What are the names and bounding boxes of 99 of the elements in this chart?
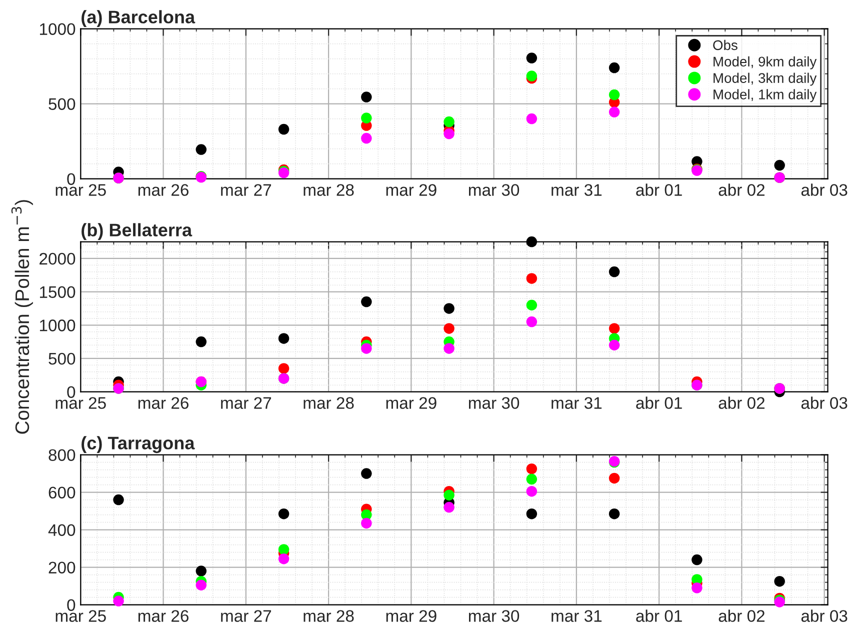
x-tick-label: mar 25 xyxy=(56,397,106,409)
point xyxy=(774,160,785,171)
x-tick-label: abr 03 xyxy=(801,396,848,409)
point xyxy=(278,508,290,520)
x-tick-label: abr 02 xyxy=(718,184,764,196)
x-tick-label: abr 03 xyxy=(801,184,848,196)
point xyxy=(113,494,124,506)
x-tick-label: abr 02 xyxy=(718,610,764,622)
point xyxy=(608,323,620,334)
point xyxy=(196,144,207,155)
point xyxy=(278,553,290,564)
y-tick-label: 0 xyxy=(67,173,76,186)
point xyxy=(608,89,620,100)
point xyxy=(774,576,785,587)
x-tick-label: abr 01 xyxy=(636,396,682,409)
point xyxy=(361,343,372,354)
point xyxy=(278,544,290,555)
point xyxy=(692,554,702,566)
x-tick-label: mar 31 xyxy=(552,184,602,196)
x-tick-label: mar 29 xyxy=(386,610,436,622)
x-tick-label: mar 30 xyxy=(468,610,520,622)
point xyxy=(526,474,538,485)
x-tick-label: mar 29 xyxy=(386,184,436,196)
x-tick-label: mar 27 xyxy=(221,610,272,622)
point xyxy=(444,343,454,354)
legend-label: Model, 3km daily xyxy=(714,72,817,86)
x-tick-label: mar 28 xyxy=(304,184,354,196)
legend-label: Model, 9km daily xyxy=(714,56,817,70)
point xyxy=(526,113,538,124)
x-tick-label: mar 26 xyxy=(138,184,188,196)
point xyxy=(526,273,538,284)
y-tick-label: 200 xyxy=(48,562,76,574)
point xyxy=(526,486,538,497)
x-tick-label: mar 25 xyxy=(56,184,106,196)
point xyxy=(196,566,207,576)
point xyxy=(526,316,538,328)
chart-title: (c) Tarragona xyxy=(82,436,195,454)
point xyxy=(526,70,538,82)
y-tick-label: 0 xyxy=(67,599,76,612)
point xyxy=(526,463,538,474)
x-tick-label: mar 30 xyxy=(468,184,520,196)
y-tick-label: 1000 xyxy=(40,320,76,332)
point xyxy=(361,468,372,479)
point xyxy=(278,363,290,374)
point xyxy=(278,333,290,344)
y-tick-label: 1000 xyxy=(40,23,76,36)
point xyxy=(444,116,454,128)
x-tick-label: mar 25 xyxy=(56,610,106,622)
point xyxy=(361,518,372,529)
point xyxy=(608,508,620,520)
point xyxy=(526,236,538,248)
point xyxy=(278,124,290,135)
y-tick-label: 0 xyxy=(67,386,76,398)
x-tick-label: mar 29 xyxy=(386,397,436,409)
point xyxy=(608,472,620,484)
point xyxy=(444,323,454,334)
point xyxy=(608,266,620,278)
x-tick-label: mar 26 xyxy=(138,397,188,409)
x-tick-label: mar 28 xyxy=(304,397,354,409)
point xyxy=(361,296,372,308)
point xyxy=(444,502,454,513)
x-tick-label: mar 27 xyxy=(221,184,272,196)
y-tick-label: 500 xyxy=(48,352,76,365)
y-tick-label: 600 xyxy=(48,486,76,499)
x-tick-label: abr 03 xyxy=(801,610,848,622)
point xyxy=(196,336,207,348)
x-tick-label: mar 27 xyxy=(221,397,272,409)
y-axis-title: Concentration (Pollen m$^{−3}$) xyxy=(11,200,33,434)
point xyxy=(608,106,620,118)
y-tick-label: 500 xyxy=(48,98,76,110)
point xyxy=(196,580,207,590)
x-tick-label: mar 31 xyxy=(552,397,602,409)
y-tick-label: 400 xyxy=(48,524,76,536)
x-tick-label: mar 30 xyxy=(468,397,520,409)
point xyxy=(526,508,538,520)
point xyxy=(361,112,372,124)
chart-title: (a) Barcelona xyxy=(82,10,196,27)
x-tick-label: mar 31 xyxy=(552,610,602,622)
point xyxy=(608,340,620,351)
point xyxy=(444,128,454,140)
x-tick-label: abr 01 xyxy=(636,610,682,622)
y-tick-label: 2000 xyxy=(40,252,76,265)
point xyxy=(444,303,454,314)
point xyxy=(113,596,124,606)
point xyxy=(444,490,454,500)
point xyxy=(361,92,372,102)
point xyxy=(608,62,620,74)
x-tick-label: mar 26 xyxy=(138,610,188,622)
x-tick-label: abr 02 xyxy=(718,396,764,409)
point xyxy=(526,52,538,64)
legend-label: Model, 1km daily xyxy=(714,89,817,102)
legend-label: Obs xyxy=(713,40,738,50)
y-tick-label: 800 xyxy=(48,449,76,462)
y-tick-label: 1500 xyxy=(40,286,76,298)
x-tick-label: mar 28 xyxy=(304,610,354,622)
chart-title: (b) Bellaterra xyxy=(82,223,192,240)
point xyxy=(526,300,538,311)
point xyxy=(361,132,372,144)
x-tick-label: abr 01 xyxy=(636,184,682,196)
